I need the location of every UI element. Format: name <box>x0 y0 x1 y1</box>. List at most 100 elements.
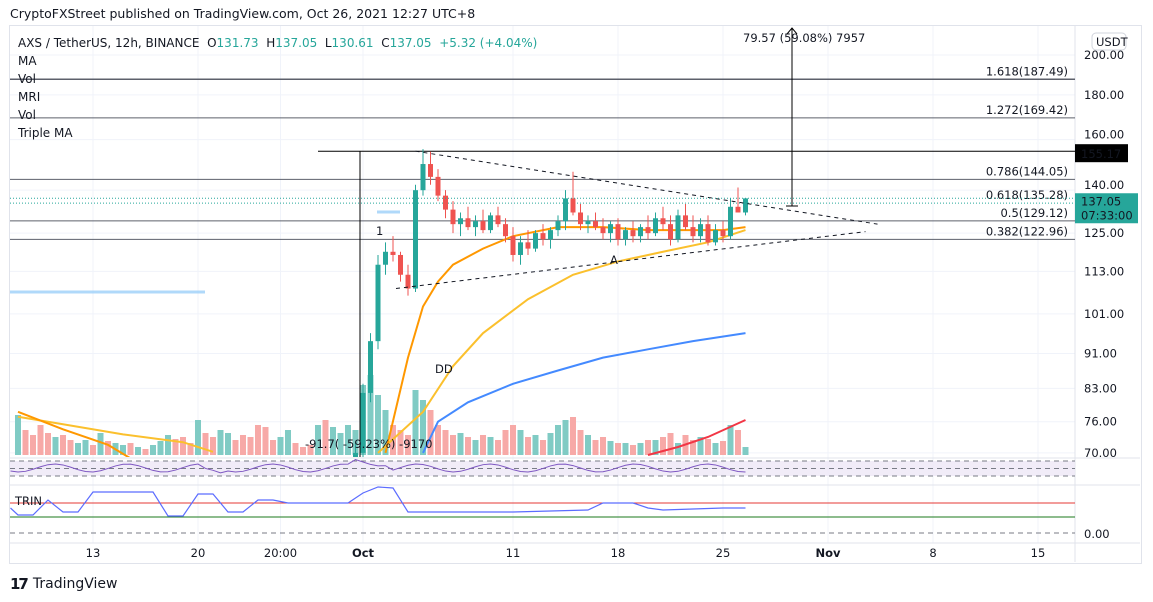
volume-bar <box>210 437 216 455</box>
candle-body <box>728 206 733 237</box>
candle-body <box>660 218 666 225</box>
candle-body <box>413 190 418 289</box>
candle-body <box>465 218 471 228</box>
volume-bar <box>630 445 636 455</box>
open-value: 131.73 <box>216 36 259 50</box>
candle-body <box>540 233 546 240</box>
price-label-bg <box>1075 144 1128 163</box>
bar-countdown-label: 07:33:00 <box>1081 208 1133 222</box>
price-axis-label: 200.00 <box>1084 48 1124 62</box>
trin-line <box>10 486 746 517</box>
currency-button[interactable]: USDT <box>1096 35 1129 49</box>
indicator-mri[interactable]: MRI <box>18 90 41 104</box>
candle-body <box>705 224 711 243</box>
tradingview-logo[interactable]: 17 TradingView <box>10 575 117 593</box>
candle-body <box>645 227 651 234</box>
currency-button-bg[interactable] <box>1091 32 1127 51</box>
candle-body <box>743 198 748 213</box>
volume-bar <box>442 430 449 455</box>
publish-info: CryptoFXStreet published on TradingView.… <box>10 6 476 21</box>
volume-bar <box>592 440 599 455</box>
time-axis-label: 20 <box>191 546 206 560</box>
candle-body <box>668 224 673 240</box>
candle-body <box>420 164 426 191</box>
candle-body <box>383 251 388 265</box>
volume-bar <box>397 430 404 455</box>
indicator-vol-2[interactable]: Vol <box>18 108 36 122</box>
close-label: C <box>381 36 390 50</box>
volume-bar <box>697 437 704 455</box>
volume-bar <box>195 420 201 455</box>
volume-bar <box>457 433 464 455</box>
volume-bar <box>510 425 516 455</box>
time-axis-label: 15 <box>1031 546 1046 560</box>
volume-bar <box>105 441 111 455</box>
trin-label: TRIN <box>14 494 42 508</box>
candle-body <box>623 230 628 240</box>
volume-bar <box>660 437 666 455</box>
volume-bar <box>240 435 246 455</box>
volume-bar <box>180 437 186 455</box>
volume-bar <box>540 440 546 455</box>
candle-body <box>600 227 606 234</box>
symbol-title[interactable]: AXS / TetherUS, 12h, BINANCE <box>18 36 200 50</box>
chart-legend: AXS / TetherUS, 12h, BINANCE O131.73 H13… <box>18 34 537 142</box>
volume-bar <box>727 425 734 455</box>
volume-bar <box>532 435 539 455</box>
volume-bar <box>82 440 89 455</box>
candle-body <box>510 236 516 255</box>
candle-body <box>615 224 621 240</box>
candle-body <box>683 215 688 228</box>
price-axis-label: 113.00 <box>1084 264 1124 278</box>
indicator-ma[interactable]: MA <box>18 54 37 68</box>
volume-bar <box>330 427 336 455</box>
volume-bar <box>22 430 29 455</box>
candle-body <box>495 215 501 225</box>
volume-bar <box>622 443 629 455</box>
price-axis-label: 83.00 <box>1084 381 1117 395</box>
candle-body <box>390 251 396 255</box>
volume-bar <box>142 449 149 455</box>
volume-bar <box>90 445 96 455</box>
candle-body <box>690 227 696 237</box>
volume-bar <box>637 443 644 455</box>
time-axis-label: 8 <box>929 546 936 560</box>
last-price-bg <box>1075 193 1138 224</box>
volume-bar <box>585 435 591 455</box>
brand-name: TradingView <box>32 576 118 592</box>
volume-bar <box>292 443 299 455</box>
volume-bar <box>405 435 411 455</box>
ma-mid-line <box>17 415 214 453</box>
volume-bar <box>75 443 81 455</box>
volume-bar <box>15 415 21 455</box>
price-axis-label: 125.00 <box>1084 226 1124 240</box>
measure-up-label: 79.57 (59.08%) 7957 <box>743 31 865 45</box>
fib-label: 0.786(144.05) <box>986 164 1068 178</box>
volume-bar <box>577 430 584 455</box>
indicator-vol[interactable]: Vol <box>18 72 36 86</box>
ma-fast-line <box>17 410 131 457</box>
volume-bar <box>255 425 261 455</box>
indicator-triple-ma[interactable]: Triple MA <box>18 126 73 140</box>
volume-bar <box>135 447 141 455</box>
volume-bar <box>60 435 66 455</box>
marker-a: A <box>610 253 618 267</box>
volume-bar <box>712 443 719 455</box>
volume-bar <box>487 437 494 455</box>
candle-body <box>713 230 718 243</box>
chart-frame <box>9 25 1142 564</box>
volume-bar <box>52 437 59 455</box>
volume-bar <box>367 375 374 455</box>
time-axis-label: 20:00 <box>264 546 297 560</box>
volume-bar <box>345 425 351 455</box>
price-axis-label: 101.00 <box>1084 307 1124 321</box>
candle-body <box>533 233 538 249</box>
change-value: +5.32 (+4.04%) <box>439 36 538 50</box>
volume-bar <box>667 433 674 455</box>
volume-bar <box>615 443 621 455</box>
volume-bar <box>427 410 434 455</box>
candle-body <box>525 242 531 249</box>
ma-mid-line <box>377 229 746 454</box>
candle-body <box>630 230 636 237</box>
